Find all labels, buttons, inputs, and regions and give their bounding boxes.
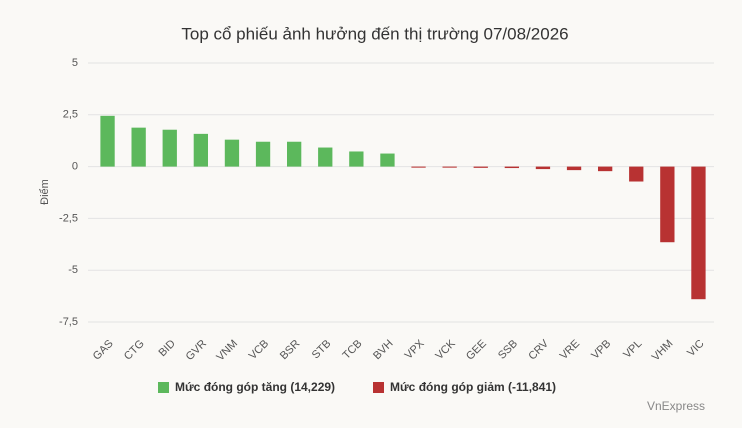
x-tick-label: VRE: [558, 338, 582, 362]
bar: [286, 141, 302, 167]
x-tick-label: VNM: [214, 338, 240, 364]
x-tick-label: GAS: [91, 338, 116, 363]
y-tick-label: 0: [72, 161, 78, 173]
bar: [411, 166, 426, 168]
legend-swatch: [373, 382, 384, 393]
x-tick-label: GVR: [184, 338, 209, 363]
x-tick-label: VPB: [589, 338, 613, 362]
bar: [535, 166, 551, 170]
y-tick-label: 5: [72, 57, 78, 69]
bar: [349, 151, 364, 167]
x-tick-label: VHM: [650, 338, 676, 364]
bar: [255, 141, 271, 167]
legend-text: Mức đóng góp tăng (14,229): [175, 380, 335, 394]
x-tick-label: SSB: [496, 338, 520, 362]
x-tick-label: BSR: [278, 338, 303, 363]
x-tick-label: VIC: [685, 338, 706, 359]
y-tick-label: -2,5: [59, 212, 78, 224]
bar: [691, 166, 706, 300]
y-tick-label: -7,5: [59, 316, 78, 328]
y-tick-label: 2,5: [63, 109, 78, 121]
x-tick-label: VPX: [403, 337, 428, 362]
y-tick-label: -5: [68, 264, 78, 276]
bar: [566, 166, 582, 171]
x-tick-label: TCB: [340, 338, 364, 362]
x-tick-label: BID: [156, 338, 177, 359]
x-tick-label: STB: [310, 338, 334, 362]
x-tick-label: CRV: [526, 337, 551, 362]
x-tick-label: VCK: [433, 337, 458, 362]
y-axis-label: Điểm: [39, 179, 51, 205]
source: VnExpress: [647, 399, 705, 413]
x-tick-label: GEE: [464, 338, 489, 363]
bar: [380, 153, 395, 167]
x-tick-label: BVH: [371, 338, 396, 363]
bar: [224, 139, 240, 167]
bar: [504, 166, 520, 169]
bar: [629, 166, 644, 182]
bar: [100, 115, 115, 167]
bar: [473, 166, 488, 168]
bar: [162, 129, 177, 167]
bar: [597, 166, 613, 172]
legend-text: Mức đóng góp giảm (-11,841): [390, 380, 556, 394]
bar: [442, 166, 457, 168]
bar: [131, 127, 146, 167]
x-tick-label: VPL: [621, 338, 644, 361]
x-tick-label: VCB: [247, 338, 271, 362]
x-tick-label: CTG: [122, 338, 147, 363]
legend-swatch: [158, 382, 169, 393]
chart-title: Top cổ phiếu ảnh hưởng đến thị trường 07…: [181, 24, 568, 43]
bar: [318, 147, 333, 167]
bar: [660, 166, 675, 243]
bar: [193, 133, 209, 167]
